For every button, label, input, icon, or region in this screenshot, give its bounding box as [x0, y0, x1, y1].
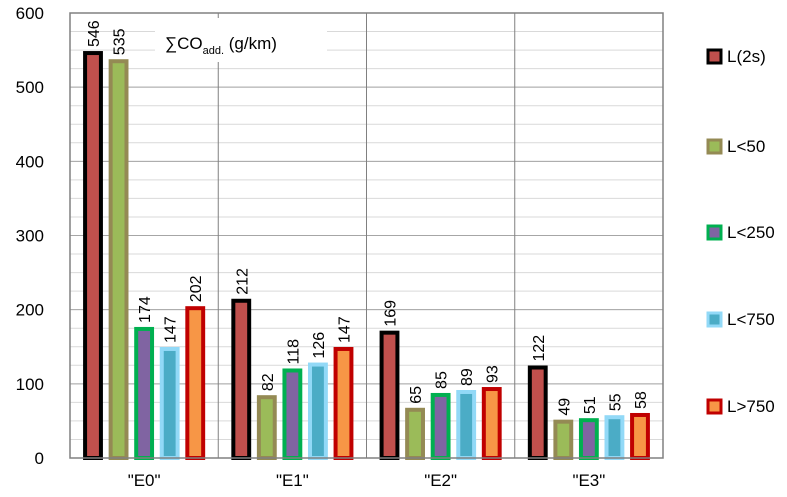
data-label: 89	[459, 368, 476, 386]
data-label: 55	[607, 393, 624, 411]
x-category-label: "E2"	[424, 471, 457, 490]
x-category-label: "E0"	[128, 471, 161, 490]
legend-swatch	[706, 138, 723, 155]
bar	[256, 395, 277, 460]
data-label: 93	[485, 365, 502, 383]
bar	[282, 368, 303, 461]
data-label: 202	[188, 275, 205, 302]
data-label: 118	[285, 339, 302, 365]
bar	[430, 392, 451, 461]
legend-label: L<250	[727, 223, 775, 242]
legend-label: L<50	[727, 137, 765, 156]
data-label: 212	[234, 268, 251, 295]
bar	[481, 387, 502, 460]
bar	[379, 330, 400, 460]
data-labels: 546 535 174 147 202 212 82 118 126 147 169 65 85 89 93…	[86, 20, 650, 415]
chart-title: ∑COadd. (g/km)	[155, 18, 327, 62]
data-label: 58	[633, 391, 650, 409]
legend-swatch	[706, 311, 723, 328]
data-label: 535	[112, 28, 129, 55]
x-axis-categories: "E0" "E1" "E2" "E3"	[128, 471, 606, 490]
bar	[185, 306, 206, 460]
title-unit: (g/km)	[224, 34, 277, 53]
data-label: 85	[434, 371, 451, 389]
y-tick-label: 100	[16, 375, 44, 394]
legend-swatch	[706, 48, 723, 65]
bar	[159, 346, 180, 461]
bar	[553, 419, 574, 460]
bar	[456, 389, 477, 460]
data-label: 147	[163, 316, 180, 343]
data-label: 122	[531, 335, 548, 362]
bar	[108, 59, 129, 460]
legend-swatch	[706, 224, 723, 241]
bar	[83, 51, 103, 461]
bar	[405, 407, 425, 460]
bar	[630, 412, 650, 461]
title-subscript: add.	[203, 45, 224, 57]
y-axis-ticks: 0 100 200 300 400 500 600	[16, 4, 44, 468]
y-tick-label: 600	[16, 4, 44, 23]
y-tick-label: 500	[16, 78, 44, 97]
plot-area-border	[69, 12, 664, 459]
data-label: 147	[336, 316, 353, 343]
legend-label: L>750	[727, 397, 775, 416]
legend-swatch	[706, 398, 723, 415]
svg-text:∑COadd. (g/km): ∑COadd. (g/km)	[165, 34, 277, 57]
data-label: 51	[582, 396, 599, 414]
data-label: 126	[311, 332, 328, 359]
data-label: 174	[137, 296, 154, 323]
data-label: 49	[556, 398, 573, 416]
legend-label: L(2s)	[727, 47, 766, 66]
y-tick-label: 0	[35, 449, 44, 468]
bar	[578, 418, 599, 460]
legend-label: L<750	[727, 310, 775, 329]
y-tick-label: 300	[16, 227, 44, 246]
legend: L(2s) L<50 L<250 L<750 L>750	[706, 47, 775, 416]
bar	[333, 346, 354, 461]
bar	[231, 298, 252, 460]
bar	[527, 365, 548, 460]
x-category-label: "E3"	[572, 471, 605, 490]
data-label: 546	[86, 20, 103, 47]
bar	[604, 415, 625, 461]
y-tick-label: 200	[16, 301, 44, 320]
data-label: 65	[408, 386, 425, 404]
x-category-label: "E1"	[276, 471, 309, 490]
bar	[308, 362, 328, 460]
title-main: ∑CO	[165, 34, 203, 53]
y-tick-label: 400	[16, 152, 44, 171]
bar	[134, 326, 155, 461]
data-label: 169	[383, 300, 400, 327]
data-label: 82	[260, 373, 277, 391]
grid-lines	[70, 12, 663, 459]
